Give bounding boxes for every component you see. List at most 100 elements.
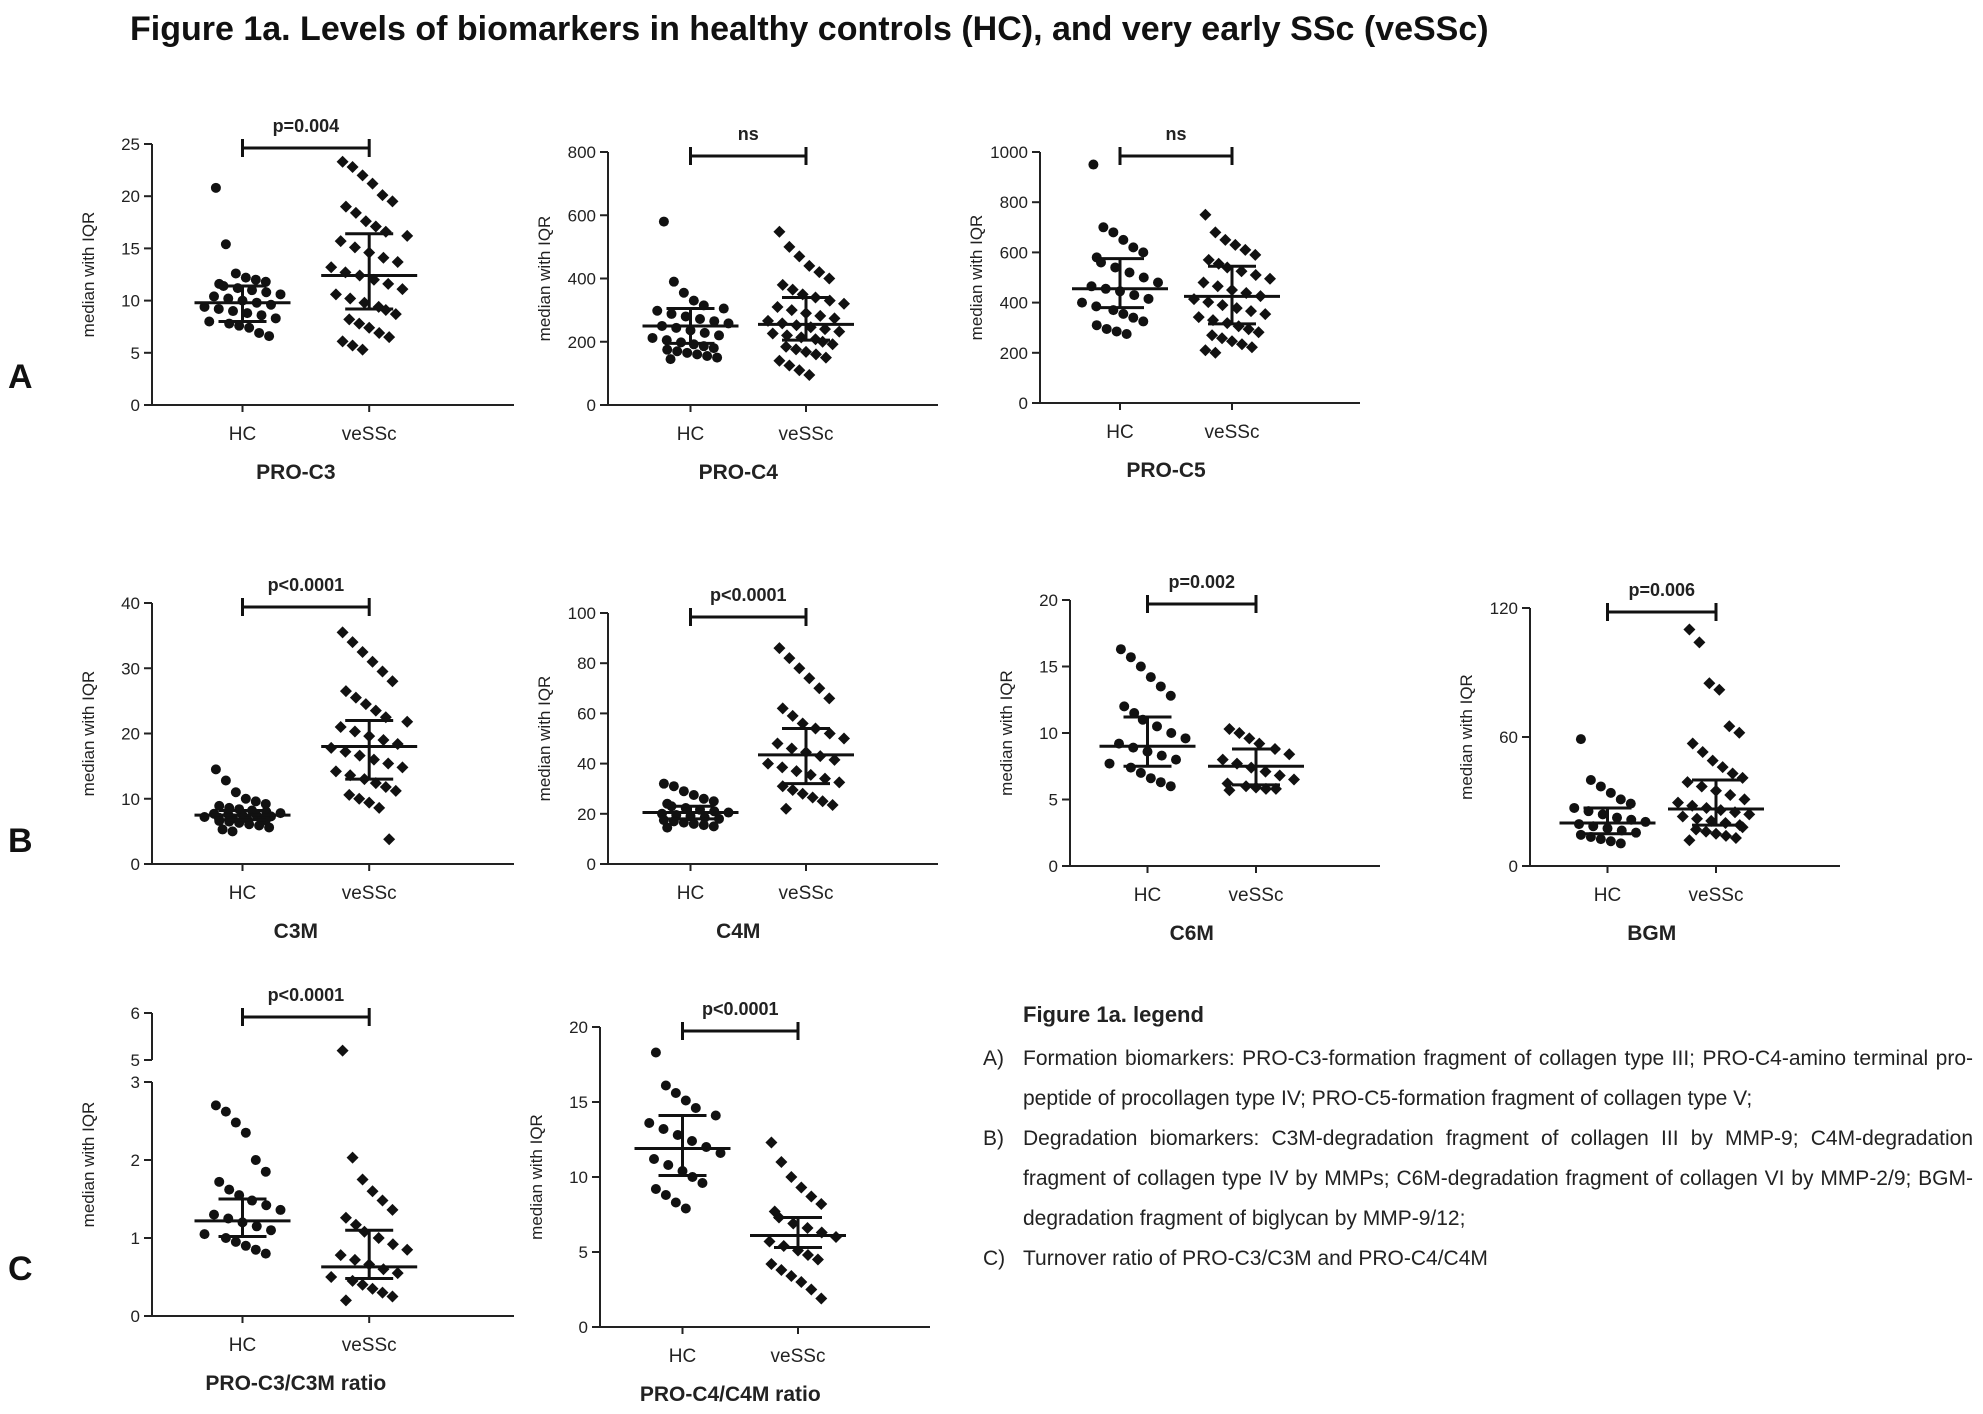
data-point — [1216, 299, 1229, 312]
y-axis-label: median with IQR — [535, 216, 554, 342]
x-tick-label: veSSc — [1689, 885, 1744, 906]
data-point — [401, 229, 414, 242]
y-axis-label: median with IQR — [527, 1114, 546, 1240]
data-point — [334, 235, 347, 248]
data-point — [220, 1106, 231, 1117]
data-point — [336, 155, 349, 168]
y-tick-label: 800 — [1000, 193, 1028, 212]
data-point — [1726, 767, 1739, 780]
data-point — [1615, 794, 1626, 805]
series-hc — [634, 1047, 731, 1214]
data-point — [247, 285, 257, 296]
data-point — [803, 259, 816, 272]
data-point — [660, 1190, 671, 1200]
data-point — [650, 1047, 661, 1058]
data-point — [695, 313, 705, 324]
data-point — [213, 303, 224, 314]
x-tick-label: HC — [1594, 885, 1621, 906]
data-point — [708, 821, 719, 832]
data-point — [260, 798, 271, 809]
legend-item-a: A) Formation biomarkers: PRO-C3-formatio… — [983, 1039, 1973, 1119]
x-tick-label: HC — [1106, 422, 1133, 443]
y-tick-label: 0 — [131, 855, 140, 874]
data-point — [796, 787, 809, 800]
data-point — [325, 1271, 338, 1283]
data-point — [356, 645, 369, 658]
x-tick-label: HC — [229, 424, 256, 445]
data-point — [1165, 781, 1176, 792]
data-point — [1209, 346, 1222, 359]
data-point — [803, 672, 816, 685]
data-point — [1128, 312, 1139, 323]
x-tick-label: veSSc — [342, 424, 397, 445]
data-point — [1125, 652, 1136, 663]
data-point — [804, 768, 817, 781]
data-point — [688, 295, 699, 306]
data-point — [386, 195, 399, 208]
legend-title: Figure 1a. legend — [1023, 1002, 1204, 1027]
y-tick-label: 0 — [587, 855, 596, 874]
data-point — [1165, 690, 1176, 701]
data-point — [261, 287, 272, 298]
data-point — [1686, 737, 1699, 750]
data-point — [819, 323, 831, 336]
x-tick-label: HC — [1134, 885, 1161, 906]
data-point — [199, 1229, 210, 1240]
data-point — [1197, 276, 1210, 289]
data-point — [1283, 748, 1296, 761]
data-point — [823, 727, 836, 740]
data-point — [369, 220, 382, 233]
data-point — [1138, 316, 1149, 327]
data-point — [1695, 780, 1708, 793]
data-point — [356, 169, 369, 182]
data-point — [349, 691, 362, 704]
data-point — [1585, 775, 1596, 785]
data-point — [1121, 328, 1132, 339]
data-point — [250, 274, 261, 285]
data-point — [344, 292, 357, 305]
data-point — [1138, 272, 1149, 283]
y-tick-label: 15 — [1039, 658, 1058, 677]
data-point — [386, 675, 399, 688]
data-point — [710, 1110, 721, 1121]
legend-item-label: B) — [983, 1127, 1004, 1150]
x-tick-label: veSSc — [779, 424, 834, 445]
x-tick-label: HC — [229, 1335, 256, 1356]
data-point — [244, 322, 255, 333]
series-hc — [642, 216, 739, 365]
data-point — [336, 626, 349, 639]
panel-title: C3M — [274, 920, 318, 943]
y-tick-label: 2 — [131, 1151, 140, 1170]
panel-title: BGM — [1627, 922, 1676, 945]
series-vessc — [1208, 723, 1304, 797]
data-point — [383, 331, 396, 344]
data-point — [366, 1282, 379, 1295]
data-point — [209, 291, 219, 302]
data-point — [396, 761, 409, 774]
data-point — [220, 1233, 231, 1243]
y-tick-label: 0 — [1019, 394, 1028, 413]
data-point — [763, 1235, 776, 1248]
data-point — [1569, 802, 1580, 813]
panel-pro-c3: 0 5 10 15 20 25 median with IQR HC veSSc PRO-C3 p=… — [79, 116, 514, 484]
data-point — [256, 310, 267, 321]
data-point — [334, 720, 347, 733]
data-point — [678, 786, 689, 797]
data-point — [786, 709, 799, 722]
data-point — [1696, 746, 1709, 759]
y-tick-label: 25 — [121, 135, 140, 154]
data-point — [1264, 272, 1276, 285]
data-point — [358, 296, 371, 309]
data-point — [709, 316, 720, 327]
data-point — [353, 792, 366, 805]
data-point — [260, 276, 271, 287]
data-point — [260, 1248, 271, 1259]
data-point — [1716, 761, 1729, 774]
data-point — [199, 301, 210, 312]
data-point — [382, 757, 395, 770]
data-point — [801, 1249, 814, 1261]
data-point — [1691, 812, 1703, 825]
data-point — [376, 189, 389, 202]
data-point — [1676, 810, 1689, 823]
data-point — [240, 272, 251, 283]
